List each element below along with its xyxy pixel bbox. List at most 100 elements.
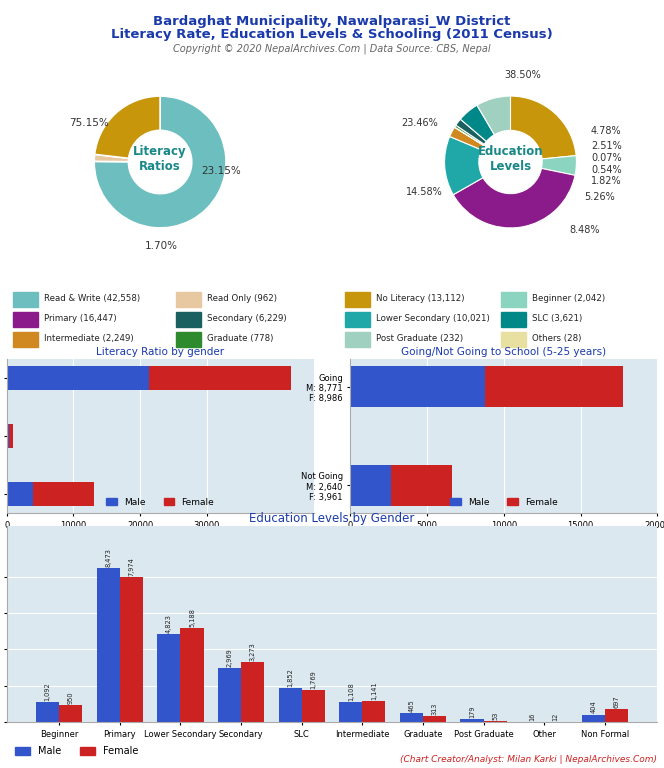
Text: 5,188: 5,188 — [189, 607, 195, 627]
Bar — [363, 701, 385, 722]
Text: 2.51%: 2.51% — [591, 141, 622, 151]
Bar — [7, 424, 9, 449]
Text: Secondary (6,229): Secondary (6,229) — [207, 314, 287, 323]
Bar — [485, 366, 623, 408]
Wedge shape — [456, 119, 487, 144]
FancyBboxPatch shape — [501, 312, 526, 327]
Text: 1,141: 1,141 — [371, 681, 377, 700]
Text: 3,273: 3,273 — [250, 643, 256, 661]
Text: Intermediate (2,249): Intermediate (2,249) — [44, 334, 134, 343]
Wedge shape — [445, 137, 483, 195]
Text: 950: 950 — [68, 691, 74, 703]
Bar — [218, 668, 241, 722]
Bar — [461, 719, 483, 722]
Text: 0.54%: 0.54% — [591, 164, 622, 174]
Text: 1.70%: 1.70% — [145, 241, 178, 251]
Bar — [605, 710, 627, 722]
Wedge shape — [94, 96, 226, 228]
FancyBboxPatch shape — [176, 292, 201, 307]
Bar — [37, 702, 59, 722]
Text: 404: 404 — [590, 700, 596, 713]
Text: 2,969: 2,969 — [226, 648, 232, 667]
Text: Primary (16,447): Primary (16,447) — [44, 314, 117, 323]
Bar — [33, 482, 94, 506]
Text: SLC (3,621): SLC (3,621) — [533, 314, 583, 323]
Wedge shape — [94, 154, 129, 162]
Bar — [279, 688, 301, 722]
Legend: Male, Female: Male, Female — [102, 494, 218, 510]
Bar — [351, 465, 391, 506]
FancyBboxPatch shape — [501, 292, 526, 307]
Bar — [9, 424, 13, 449]
Text: Read & Write (42,558): Read & Write (42,558) — [44, 293, 141, 303]
Wedge shape — [541, 156, 576, 175]
Text: 38.50%: 38.50% — [504, 70, 540, 80]
Title: Education Levels by Gender: Education Levels by Gender — [249, 511, 415, 525]
Legend: Male, Female: Male, Female — [446, 494, 562, 510]
Text: 75.15%: 75.15% — [69, 118, 109, 127]
Text: Read Only (962): Read Only (962) — [207, 293, 277, 303]
Bar — [351, 366, 485, 408]
Text: Lower Secondary (10,021): Lower Secondary (10,021) — [376, 314, 490, 323]
Bar — [181, 627, 203, 722]
Text: 1,769: 1,769 — [310, 670, 316, 689]
Bar — [423, 717, 446, 722]
Text: Graduate (778): Graduate (778) — [207, 334, 274, 343]
Text: 12: 12 — [552, 712, 558, 720]
Text: 23.15%: 23.15% — [201, 166, 241, 176]
Text: (Chart Creator/Analyst: Milan Karki | NepalArchives.Com): (Chart Creator/Analyst: Milan Karki | Ne… — [400, 755, 657, 764]
Text: 23.46%: 23.46% — [402, 118, 438, 127]
Text: 53: 53 — [492, 711, 498, 720]
Text: 4,823: 4,823 — [166, 614, 172, 634]
Text: Post Graduate (232): Post Graduate (232) — [376, 334, 463, 343]
Bar — [339, 702, 363, 722]
Bar — [149, 366, 291, 390]
FancyBboxPatch shape — [501, 332, 526, 347]
Text: 1,092: 1,092 — [44, 682, 50, 701]
Legend: Male, Female: Male, Female — [11, 743, 142, 760]
Bar — [391, 465, 452, 506]
Title: Going/Not Going to School (5-25 years): Going/Not Going to School (5-25 years) — [401, 347, 606, 357]
Bar — [59, 705, 82, 722]
FancyBboxPatch shape — [13, 312, 38, 327]
Bar — [582, 714, 605, 722]
FancyBboxPatch shape — [345, 332, 370, 347]
FancyBboxPatch shape — [345, 292, 370, 307]
Text: Others (28): Others (28) — [533, 334, 582, 343]
Text: 16: 16 — [530, 712, 536, 720]
Bar — [97, 568, 120, 722]
Text: Literacy
Ratios: Literacy Ratios — [133, 144, 187, 173]
Wedge shape — [450, 127, 483, 150]
Bar — [120, 577, 143, 722]
FancyBboxPatch shape — [176, 332, 201, 347]
FancyBboxPatch shape — [176, 312, 201, 327]
Bar — [483, 721, 507, 722]
Title: Literacy Ratio by gender: Literacy Ratio by gender — [96, 347, 224, 357]
Wedge shape — [454, 127, 483, 145]
Wedge shape — [454, 168, 575, 228]
Bar — [7, 482, 33, 506]
Text: 313: 313 — [432, 703, 438, 715]
Text: 8,473: 8,473 — [106, 548, 112, 567]
Text: 697: 697 — [614, 696, 620, 708]
FancyBboxPatch shape — [13, 292, 38, 307]
Wedge shape — [511, 96, 576, 159]
Wedge shape — [95, 96, 160, 158]
Text: Beginner (2,042): Beginner (2,042) — [533, 293, 606, 303]
Bar — [7, 366, 149, 390]
Bar — [301, 690, 325, 722]
Text: 0.07%: 0.07% — [591, 153, 622, 163]
Bar — [400, 713, 423, 722]
Text: 7,974: 7,974 — [128, 557, 134, 576]
Wedge shape — [477, 96, 511, 134]
Text: 465: 465 — [408, 700, 414, 713]
Text: 1,108: 1,108 — [348, 682, 354, 700]
Text: Literacy Rate, Education Levels & Schooling (2011 Census): Literacy Rate, Education Levels & School… — [111, 28, 553, 41]
Text: Bardaghat Municipality, Nawalparasi_W District: Bardaghat Municipality, Nawalparasi_W Di… — [153, 15, 511, 28]
Text: Copyright © 2020 NepalArchives.Com | Data Source: CBS, Nepal: Copyright © 2020 NepalArchives.Com | Dat… — [173, 43, 491, 54]
Text: 8.48%: 8.48% — [570, 225, 600, 235]
Wedge shape — [455, 125, 484, 145]
FancyBboxPatch shape — [13, 332, 38, 347]
Text: Education
Levels: Education Levels — [477, 144, 543, 173]
Wedge shape — [460, 105, 495, 141]
